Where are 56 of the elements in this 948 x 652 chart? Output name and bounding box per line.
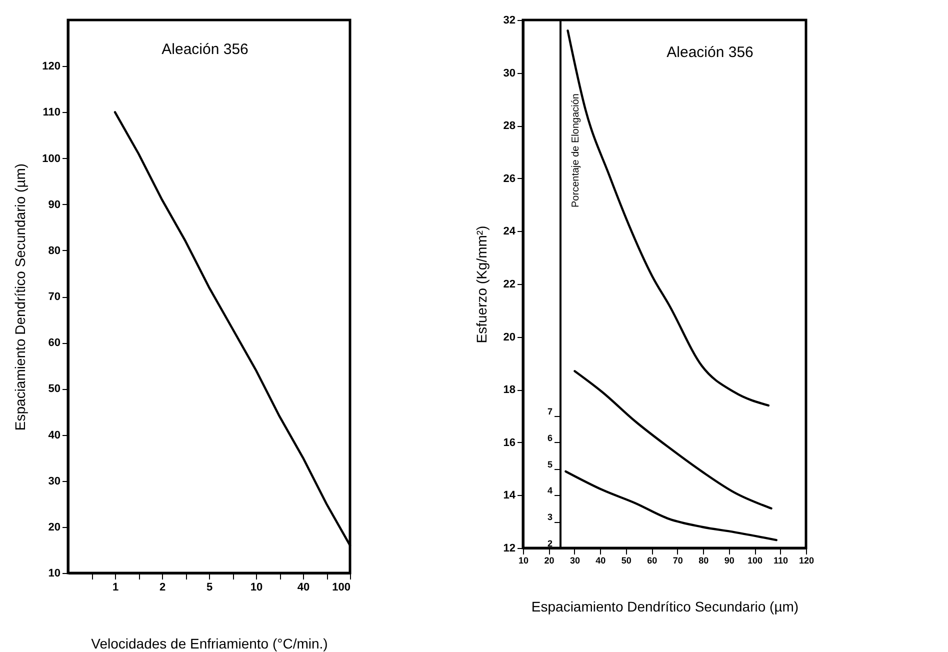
x-tick-label: 40 [297, 582, 310, 594]
y-tick-label: 100 [42, 152, 60, 165]
x-tick-label: 10 [518, 556, 529, 566]
y2-tick-label: 4 [547, 486, 552, 496]
y-tick-label: 90 [48, 198, 60, 211]
x-tick-label: 70 [672, 556, 683, 566]
x-tick-label: 120 [798, 556, 814, 566]
x-tick-label: 110 [774, 556, 788, 566]
y-tick-label: 120 [42, 60, 60, 73]
y-tick-label: 32 [503, 14, 516, 26]
y-tick-label: 40 [48, 429, 60, 442]
x-tick-label: 1 [112, 582, 119, 594]
annotation: Aleación 356 [666, 44, 754, 61]
x-tick-label: 30 [570, 556, 580, 566]
x-tick-label: 2 [159, 582, 166, 594]
y2-axis-title: Porcentaje de Elongación [570, 94, 582, 208]
y-tick-label: 110 [42, 106, 60, 119]
y2-tick-label: 5 [547, 459, 552, 470]
x-axis-title: Espaciamiento Dendrítico Secundario (µm) [531, 598, 799, 614]
y-tick-label: 28 [503, 120, 516, 132]
x-tick-label: 90 [724, 556, 734, 566]
y-tick-label: 12 [503, 542, 516, 554]
y-tick-label: 50 [48, 383, 60, 396]
x-tick-label: 100 [332, 582, 350, 594]
y-tick-label: 60 [48, 337, 60, 350]
y-tick-label: 20 [503, 331, 516, 344]
y-axis-title: Esfuerzo (Kg/mm²) [473, 226, 490, 344]
y-tick-label: 30 [48, 475, 60, 488]
y2-tick-label: 2 [547, 538, 552, 548]
x-tick-label: 60 [647, 556, 658, 566]
y-tick-label: 30 [503, 67, 516, 80]
y-tick-label: 24 [503, 226, 516, 238]
line-series [574, 370, 772, 510]
y-tick-label: 22 [503, 278, 516, 290]
y-axis-title: Espaciamiento Dendrítico Secundario (µm) [12, 163, 28, 431]
y2-tick-label: 7 [547, 406, 552, 416]
y-tick-label: 18 [503, 384, 516, 396]
y-tick-label: 10 [48, 568, 60, 580]
y-tick-label: 16 [503, 436, 516, 449]
x-tick-label: 20 [544, 556, 554, 566]
x-tick-label: 50 [621, 556, 632, 566]
x-tick-label: 100 [748, 556, 763, 566]
x-tick-label: 10 [250, 582, 263, 594]
x-axis-title: Velocidades de Enfriamiento (°C/min.) [91, 636, 328, 652]
y-tick-label: 14 [503, 490, 516, 502]
y2-tick-label: 3 [547, 512, 552, 522]
y-tick-label: 20 [48, 521, 60, 534]
x-tick-label: 40 [596, 556, 606, 566]
annotation: Aleación 356 [162, 41, 248, 58]
y-tick-label: 70 [48, 291, 60, 303]
y-tick-label: 26 [503, 172, 516, 185]
line-series [566, 29, 770, 407]
y-tick-label: 80 [48, 244, 60, 257]
x-tick-label: 80 [698, 556, 709, 566]
x-tick-label: 5 [206, 582, 213, 594]
y2-tick-label: 6 [547, 432, 552, 443]
